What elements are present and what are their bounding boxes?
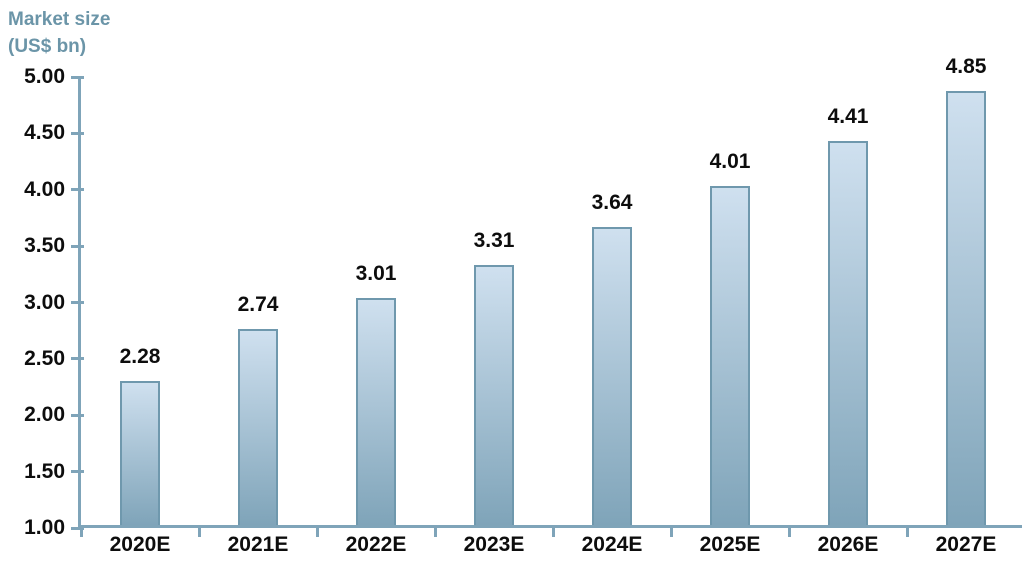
x-axis-tick xyxy=(787,528,791,537)
plot-area: 5.00 4.50 4.00 3.50 3.00 2.50 2.00 1.50 1.00 2020… xyxy=(24,55,1024,556)
bar-value-label: 3.64 xyxy=(591,191,633,215)
bar-value-label: 3.31 xyxy=(473,228,515,252)
y-axis-label: 1.50 xyxy=(24,459,65,483)
y-axis-label: 2.00 xyxy=(24,403,65,427)
bar-2025E xyxy=(710,185,750,525)
x-axis-label: 2022E xyxy=(345,533,407,556)
bar-2027E xyxy=(946,90,986,525)
bar-slot: 4.41 xyxy=(789,77,907,525)
y-axis-tick xyxy=(71,526,84,530)
bar-slot: 4.85 xyxy=(907,55,1024,525)
chart-title: Market size (US$ bn) xyxy=(8,6,110,60)
bar-value-label: 2.74 xyxy=(237,292,279,316)
x-axis-label: 2027E xyxy=(935,533,997,556)
bar-slot: 4.01 xyxy=(671,77,789,525)
bar-2020E xyxy=(120,380,160,525)
bar-slot: 3.01 xyxy=(317,77,435,525)
bar-value-label: 3.01 xyxy=(355,262,397,286)
x-axis-tick xyxy=(79,528,83,537)
bar-2024E xyxy=(592,227,632,525)
y-axis-tick xyxy=(71,357,84,361)
bar-2023E xyxy=(474,264,514,525)
x-axis-label: 2024E xyxy=(581,533,643,556)
bar-2022E xyxy=(356,298,396,525)
x-axis-tick xyxy=(197,528,201,537)
y-axis-tick xyxy=(71,188,84,192)
x-axis-tick xyxy=(315,528,319,537)
y-axis-label: 1.00 xyxy=(24,516,65,539)
bar-slot: 3.31 xyxy=(435,77,553,525)
y-axis-tick xyxy=(71,75,84,79)
bar-value-label: 4.41 xyxy=(827,104,869,128)
x-axis-tick xyxy=(551,528,555,537)
bar-slot: 2.28 xyxy=(81,77,199,525)
y-axis-label: 5.00 xyxy=(24,65,65,88)
chart-title-line2: (US$ bn) xyxy=(8,36,87,57)
x-axis-label: 2023E xyxy=(463,533,525,556)
x-axis-tick xyxy=(433,528,437,537)
y-axis-tick xyxy=(71,413,84,417)
y-axis-label: 3.00 xyxy=(24,290,65,314)
bar-value-label: 2.28 xyxy=(119,344,161,368)
y-axis-label: 4.50 xyxy=(24,121,65,145)
bar-value-label: 4.85 xyxy=(945,54,987,78)
chart-title-line1: Market size xyxy=(8,9,111,30)
x-axis-label: 2026E xyxy=(817,533,879,556)
y-axis-tick xyxy=(71,470,84,474)
bar-2021E xyxy=(238,328,278,525)
x-axis-label: 2020E xyxy=(109,533,171,556)
bar-2026E xyxy=(828,140,868,525)
y-axis-tick xyxy=(71,301,84,304)
bar-value-label: 4.01 xyxy=(709,149,751,173)
y-axis-tick xyxy=(71,131,84,135)
y-axis-label: 2.50 xyxy=(24,346,65,370)
bar-slot: 2.74 xyxy=(199,77,317,525)
y-axis-label: 3.50 xyxy=(24,234,65,258)
x-axis-label: 2025E xyxy=(699,533,761,556)
y-axis-tick xyxy=(71,244,84,248)
x-axis-tick xyxy=(669,528,673,537)
x-axis-label: 2021E xyxy=(227,533,289,556)
bar-slot: 3.64 xyxy=(553,77,671,525)
x-axis-tick xyxy=(905,528,909,537)
y-axis-label: 4.00 xyxy=(24,177,65,201)
